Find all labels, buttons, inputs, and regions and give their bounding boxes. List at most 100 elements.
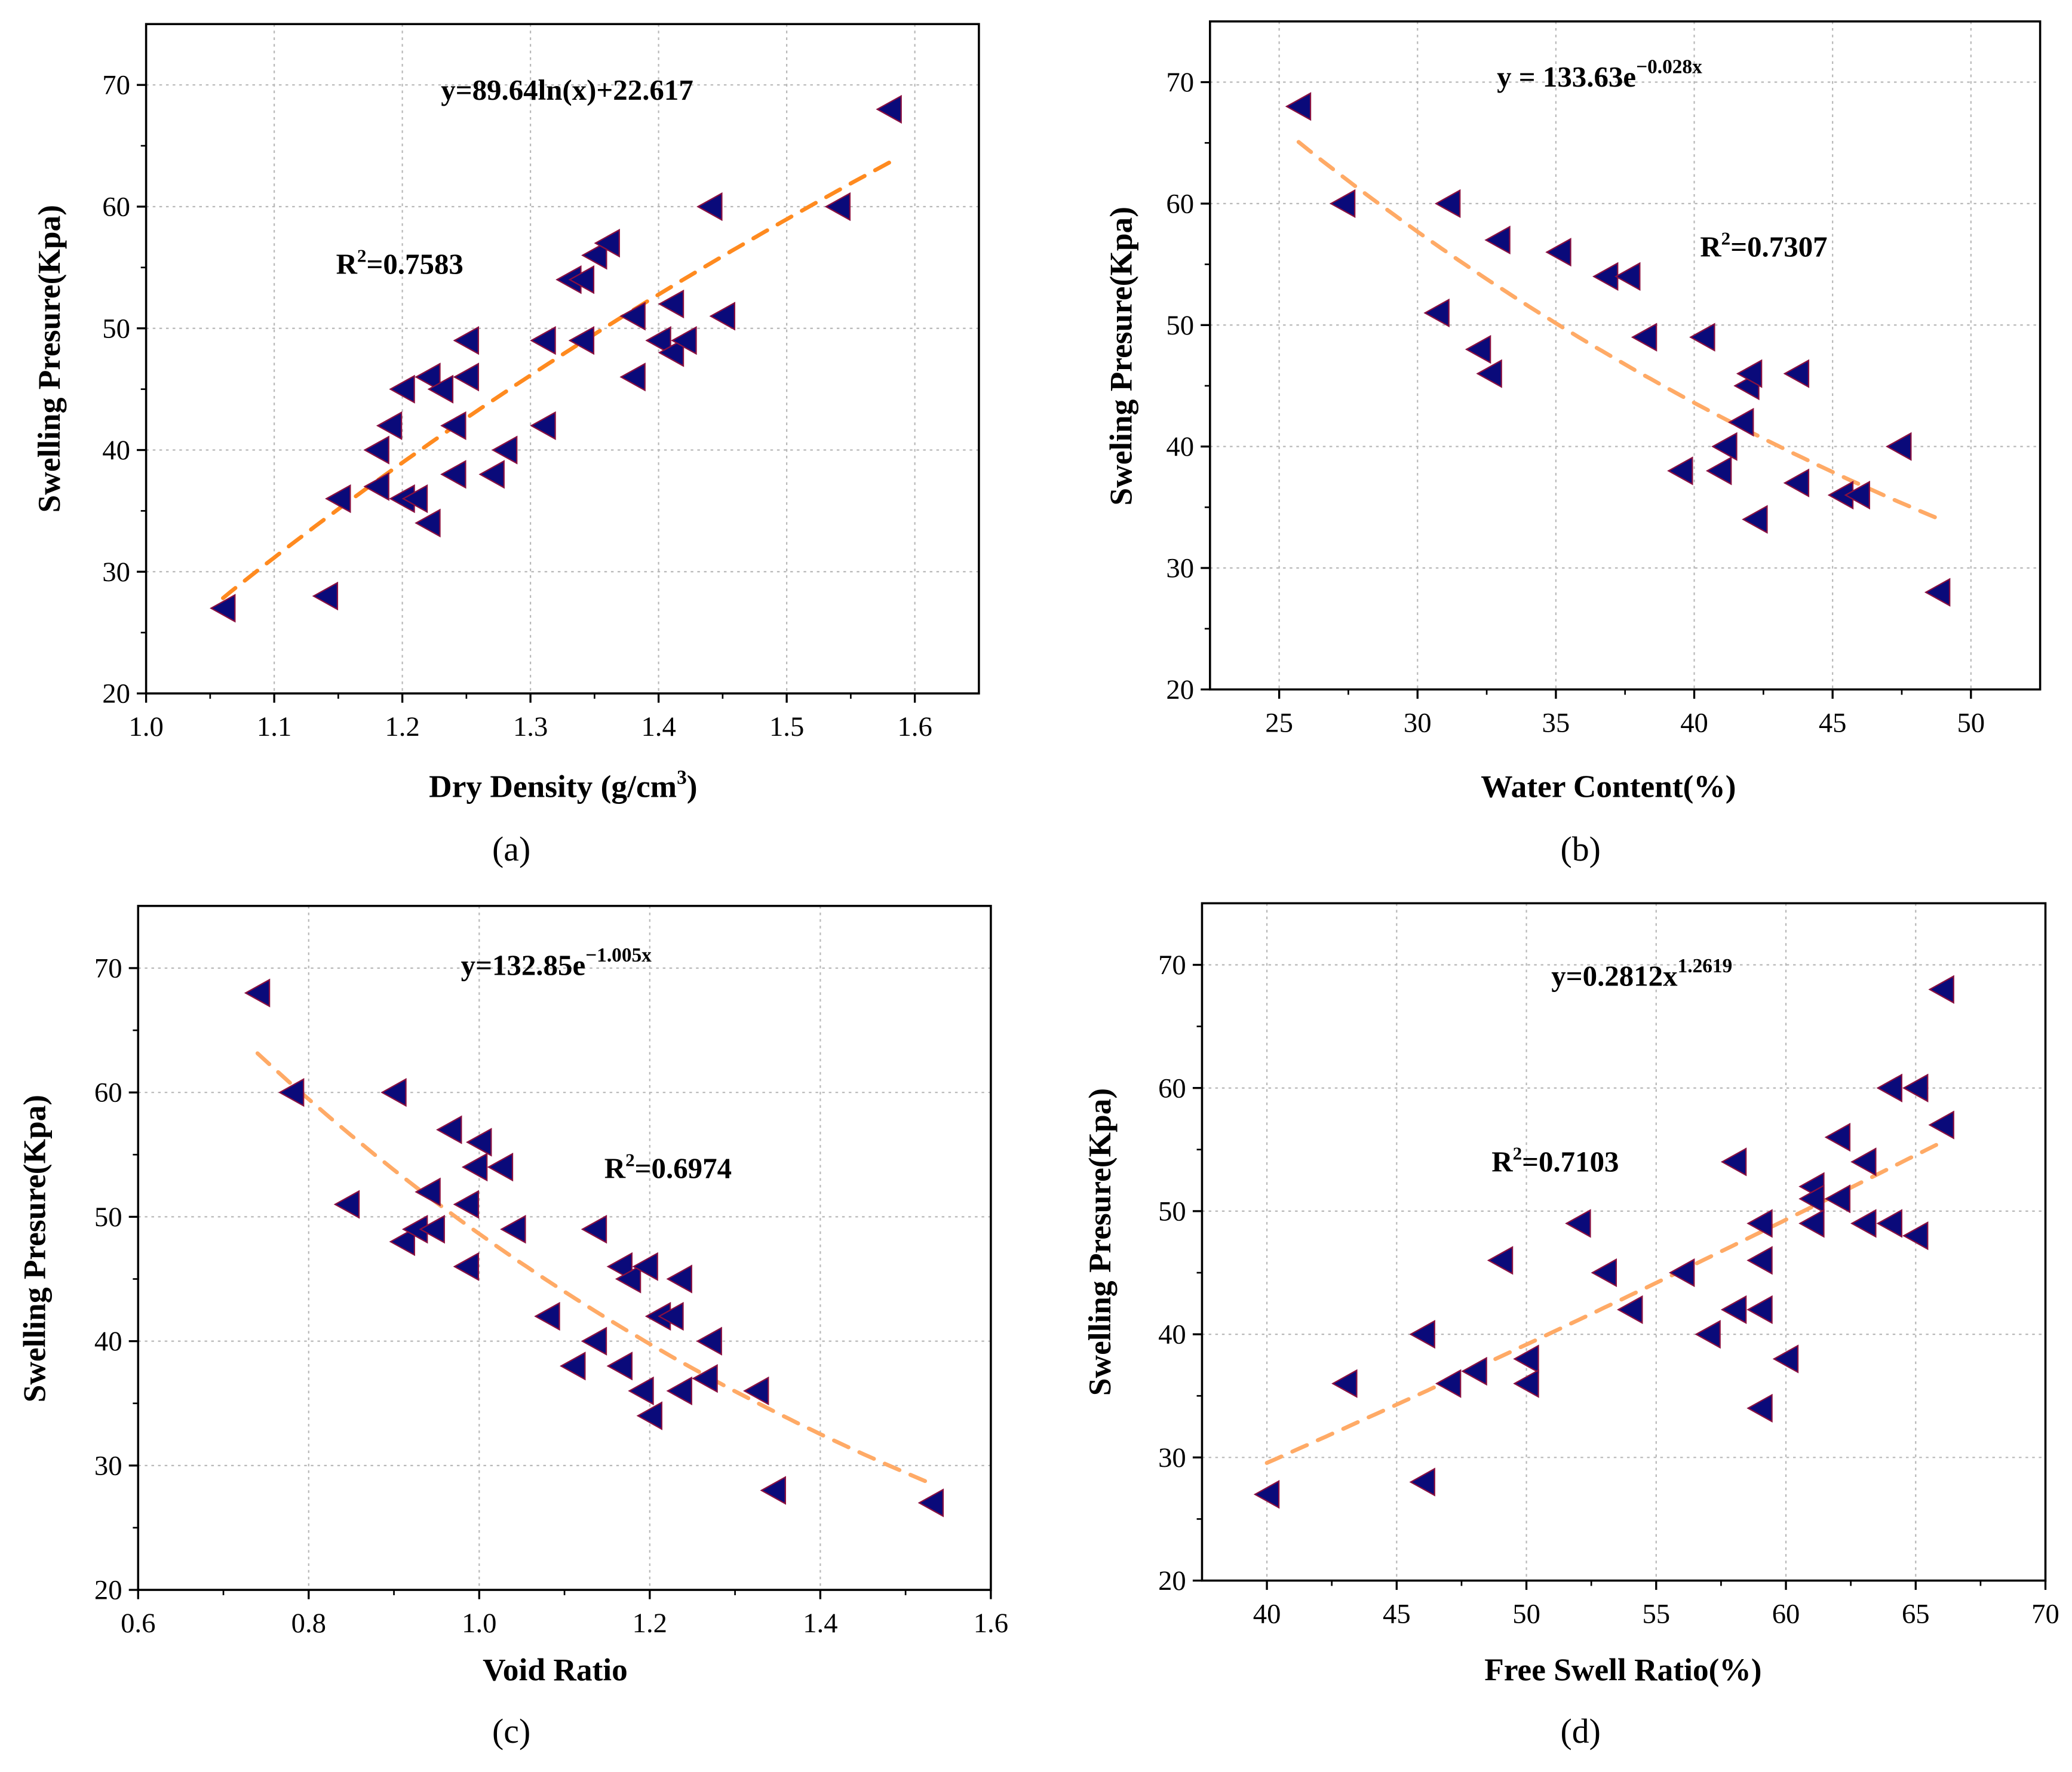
data-point [619,302,646,331]
data-point [333,1190,360,1219]
data-point [1592,262,1619,291]
data-point [1798,1184,1825,1214]
data-point [1746,1209,1773,1238]
data-point [581,1215,607,1244]
data-point [1746,1246,1773,1275]
y-axis-title: Swelling Presure(Kpa) [17,1095,53,1402]
y-tick-label: 60 [102,192,130,223]
plot-frame [1209,20,2042,691]
y-tick-label: 40 [1158,1319,1186,1350]
y-tick-label: 50 [102,313,130,344]
plot-frame [145,23,980,695]
data-point [568,265,595,294]
y-tick-label: 40 [1166,431,1194,462]
data-point [1487,1246,1514,1275]
data-point [1850,1147,1877,1177]
panel-caption: (a) [492,830,530,868]
r-squared-value: =0.7583 [366,247,463,280]
x-tick-label: 40 [1680,708,1708,739]
data-point [1727,407,1754,437]
y-tick-label: 20 [102,678,130,710]
equation-label: y=132.85e−1.005x [461,944,652,981]
equation-exponent: −0.028x [1636,56,1702,78]
data-point [560,1352,586,1381]
data-point [658,289,684,319]
r-squared-base: R [1700,230,1721,263]
data-point [1591,1258,1617,1288]
data-point [1435,1369,1462,1398]
data-point [1928,1110,1954,1140]
data-point [671,325,697,355]
data-point [427,374,454,404]
data-point [415,508,441,538]
y-tick-label: 20 [1158,1565,1186,1596]
equation-exponent: −1.005x [585,944,652,966]
data-point [876,94,902,124]
data-point [1783,359,1810,388]
data-point [1746,1393,1773,1423]
data-point [534,1301,560,1331]
data-point [628,1376,654,1406]
data-point [1513,1369,1539,1398]
data-point [1705,456,1732,486]
x-tick-label: 1.6 [974,1608,1008,1639]
data-point [1461,1356,1487,1386]
y-tick-label: 30 [1158,1442,1186,1473]
x-tick-label: 65 [1902,1599,1930,1630]
x-axis-title-text: Water Content(%) [1481,769,1736,804]
data-point [760,1476,786,1505]
y-tick-label: 30 [94,1450,122,1481]
data-point [1617,1295,1643,1324]
x-tick-label: 1.3 [513,711,548,742]
x-tick-label: 55 [1642,1599,1670,1630]
x-tick-label: 1.6 [897,711,932,742]
trend-line [1296,140,1940,521]
data-point [440,460,466,489]
x-axis-title-text: Dry Density (g/cm [429,769,677,804]
x-axis-title: Void Ratio [483,1651,628,1687]
x-tick-label: 70 [2031,1599,2059,1630]
data-point [436,1115,462,1144]
data-point [1695,1319,1721,1349]
data-point [606,1352,633,1381]
x-tick-label: 1.2 [633,1608,667,1639]
panel-a: 1.0 1.1 1.2 1.3 1.4 1.5 1.6 20 30 40 50 60 70 y=89.64… [31,23,980,868]
data-point [453,363,479,392]
r-squared-label: R2=0.7307 [1700,228,1827,263]
y-tick-label: 20 [94,1575,122,1606]
equation-base: y = 133.63e [1497,60,1636,93]
y-tick-label: 40 [94,1326,122,1357]
y-tick-label: 60 [1166,188,1194,219]
data-point [500,1215,526,1244]
y-axis-title: Swelling Presure(Kpa) [1082,1088,1118,1396]
data-point [491,435,518,465]
x-tick-label: 1.2 [385,711,419,742]
data-point [453,1252,480,1281]
equation-label: y=89.64ln(x)+22.617 [441,73,693,106]
data-point [478,460,505,489]
y-tick-label: 70 [1166,67,1194,98]
r-squared-label: R2=0.6974 [604,1150,732,1185]
data-point [917,1488,944,1518]
panel-d: 40 45 50 55 60 65 70 20 30 40 50 60 70 y=0.2812x1.261… [1082,902,2059,1750]
data-point [666,1264,692,1294]
data-point [1667,456,1693,486]
data-point [1689,323,1715,352]
data-point [696,1326,722,1356]
data-point [530,325,556,355]
data-point [1772,1344,1799,1374]
x-tick-label: 1.4 [641,711,676,742]
panel-caption: (b) [1561,830,1601,868]
data-point [1331,1369,1358,1398]
data-point [1513,1344,1539,1374]
r-squared-sup: 2 [625,1150,635,1171]
y-axis-title: Swelling Presure(Kpa) [31,205,67,512]
data-point [415,1177,441,1206]
data-point [1614,262,1641,291]
data-point [278,1078,305,1107]
x-tick-label: 50 [1957,708,1985,739]
panel-caption: (c) [492,1712,530,1750]
data-point [1423,298,1450,328]
panel-caption: (d) [1561,1712,1601,1750]
